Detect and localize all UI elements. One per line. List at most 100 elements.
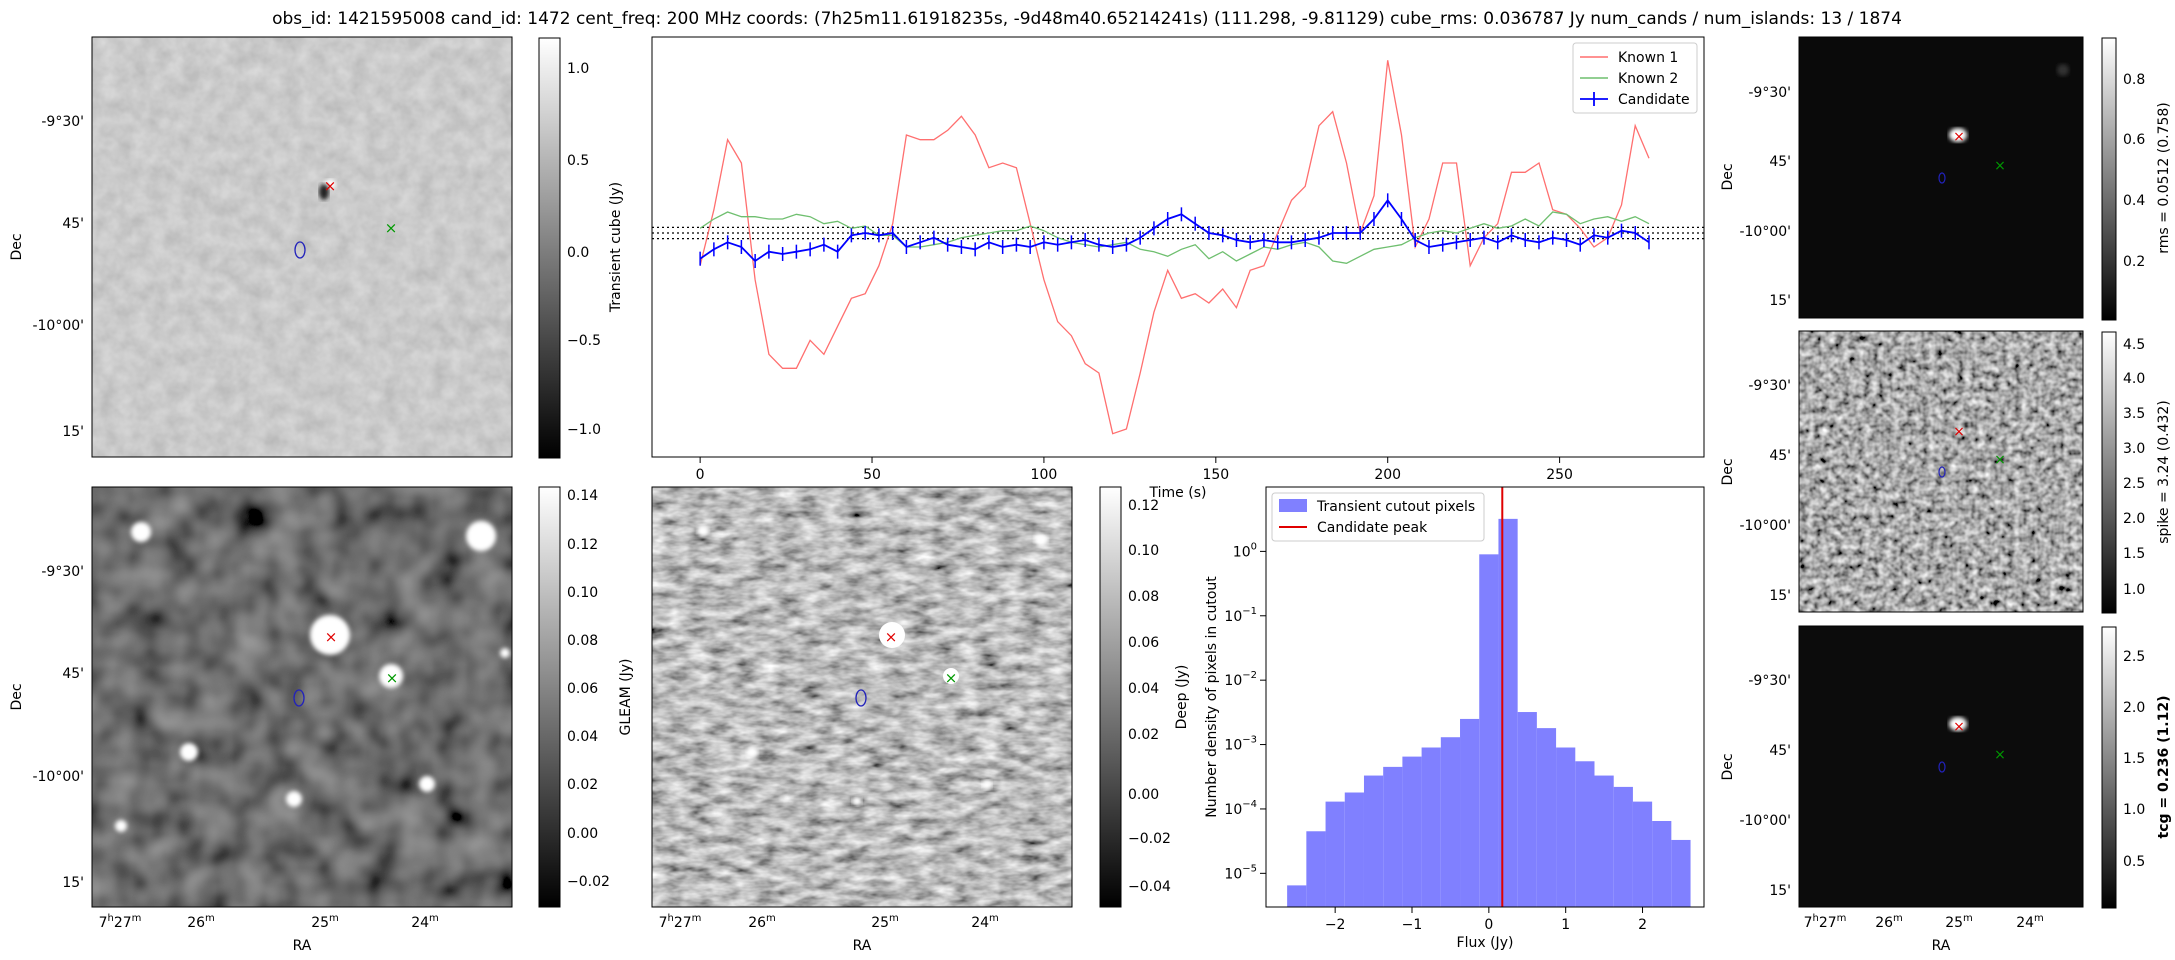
ra-tick: 26m [748, 913, 776, 931]
histogram-bar [1325, 801, 1345, 907]
ra-tick: 24m [971, 913, 999, 931]
ra-ticks: 7h27m 26m 25m 24m [99, 913, 439, 931]
lightcurve-xticks: 0 50 100 150 200 250 [696, 457, 1573, 483]
deep-source [982, 780, 992, 790]
legend-peak: Candidate peak [1317, 520, 1428, 536]
dec-tick: 15' [1769, 293, 1791, 309]
colorbar-tick: 0.08 [567, 633, 598, 649]
deep-colorbar: 0.12 0.10 0.08 0.06 0.04 0.02 0.00 −0.02… [1099, 486, 1190, 908]
histogram-bar [1652, 820, 1672, 907]
deep-image-frame [651, 486, 1073, 908]
candidate-marker: × [324, 177, 337, 195]
histogram-frame [1265, 486, 1705, 908]
deep-colorbar-gradient [1099, 486, 1122, 908]
colorbar-tick: 0.5 [2123, 854, 2145, 870]
rms-image-frame [1798, 36, 2084, 319]
ra-tick-hour: 7h27m [659, 913, 702, 931]
ra-ticks: 7h27m 26m 25m 24m [1804, 913, 2044, 931]
y-tick-label: 10−1 [1224, 606, 1257, 625]
dec-axis-label: Dec [1720, 753, 1736, 780]
dec-tick: 45' [1769, 743, 1791, 759]
tcg-bright-spot [1949, 717, 1967, 731]
colorbar-tick: 1.0 [2123, 582, 2145, 598]
dec-tick: 45' [1769, 154, 1791, 170]
histogram-bar [1344, 792, 1364, 907]
lightcurve-series [699, 60, 1650, 435]
histogram-bar [1556, 747, 1576, 907]
gleam-source [466, 521, 496, 551]
histogram-bar [1440, 737, 1461, 907]
gleam-source [131, 522, 151, 542]
colorbar-tick: 2.5 [2123, 476, 2145, 492]
tcg-colorbar: 2.5 2.0 1.5 1.0 0.5 tcg = 0.236 (1.12) [2101, 626, 2172, 909]
ra-tick: 25m [311, 913, 339, 931]
colorbar-label: GLEAM (Jy) [618, 659, 634, 736]
deep-source [697, 525, 709, 537]
histogram-bar [1287, 885, 1307, 907]
histogram-bar [1363, 775, 1384, 907]
candidate-marker: × [325, 628, 338, 646]
tcg-colorbar-gradient [2101, 626, 2117, 909]
ra-ticks: 7h27m 26m 25m 24m [659, 913, 999, 931]
candidate-ellipse [1938, 466, 1946, 478]
x-tick-label: 2 [1638, 917, 1647, 933]
ra-axis-label: RA [853, 938, 872, 954]
histogram-bar [1402, 756, 1422, 907]
y-tick-label: 100 [1233, 541, 1257, 560]
spike-colorbar-gradient [2101, 331, 2117, 614]
histogram-xticks: −2 −1 0 1 2 [1325, 907, 1647, 933]
colorbar-tick: −0.04 [1128, 879, 1171, 895]
x-tick-label: −1 [1402, 917, 1423, 933]
series-candidate [699, 198, 1650, 263]
dec-tick: -10°00' [1739, 813, 1791, 829]
dec-tick: 45' [1769, 448, 1791, 464]
legend-swatch-hist [1279, 499, 1307, 512]
colorbar-tick: 1.5 [2123, 546, 2145, 562]
deep-image-noise [652, 487, 1072, 907]
y-tick-label: 10−2 [1224, 670, 1257, 689]
candidate-marker: × [1953, 424, 1965, 440]
histogram-legend: Transient cutout pixels Candidate peak [1271, 492, 1485, 542]
tcg-image-bg [1799, 626, 2083, 907]
candidate-ellipse [294, 241, 306, 259]
deep-source [852, 796, 862, 806]
ra-tick-hour: 7h27m [1804, 913, 1847, 931]
x-tick-label: 200 [1374, 467, 1401, 483]
rms-faint-spot [2057, 64, 2069, 76]
colorbar-tick: 4.0 [2123, 371, 2145, 387]
x-tick-label: −2 [1325, 917, 1346, 933]
gleam-source [500, 648, 510, 658]
gleam-image-panel: × × -9°30' 45' -10°00' 15' Dec 7h27m 26m… [9, 486, 513, 954]
rms-image-panel: × × -9°30' 45' -10°00' 15' Dec [1720, 36, 2084, 319]
legend-known2: Known 2 [1618, 71, 1678, 87]
colorbar-tick: 2.5 [2123, 649, 2145, 665]
rms-colorbar-gradient [2101, 37, 2117, 321]
histogram-bar [1536, 728, 1557, 907]
dec-tick: 15' [1769, 588, 1791, 604]
lightcurve-panel: 0 50 100 150 200 250 Time (s) Known 1 Known 2… [651, 36, 1705, 501]
gleam-source [286, 791, 302, 807]
transient-colorbar-gradient [538, 37, 561, 459]
known-source-marker: × [945, 669, 958, 687]
legend-known1: Known 1 [1618, 50, 1678, 66]
known-source-marker: × [1994, 747, 2006, 763]
ra-tick: 24m [411, 913, 439, 931]
transient-image-frame [91, 36, 513, 458]
figure-title: obs_id: 1421595008 cand_id: 1472 cent_fr… [272, 9, 1902, 29]
histogram-ylabel: Number density of pixels in cutout [1204, 576, 1220, 818]
transient-dark-spot [319, 184, 329, 200]
x-tick-label: 150 [1202, 467, 1229, 483]
rms-colorbar: 0.8 0.6 0.4 0.2 rms = 0.0512 (0.758) [2101, 37, 2172, 321]
colorbar-label: rms = 0.0512 (0.758) [2156, 102, 2172, 254]
deep-source [943, 668, 959, 684]
legend-box [1271, 492, 1485, 542]
candidate-ellipse [1938, 172, 1946, 184]
dec-tick: 45' [62, 666, 84, 682]
candidate-ellipse [855, 689, 867, 707]
colorbar-tick: 0.12 [1128, 498, 1159, 514]
known-source-marker: × [1994, 452, 2006, 468]
dec-tick: -9°30' [1748, 85, 1791, 101]
dec-tick: -10°00' [1739, 224, 1791, 240]
histogram-bar [1460, 718, 1480, 907]
tcg-image-frame [1798, 625, 2084, 908]
